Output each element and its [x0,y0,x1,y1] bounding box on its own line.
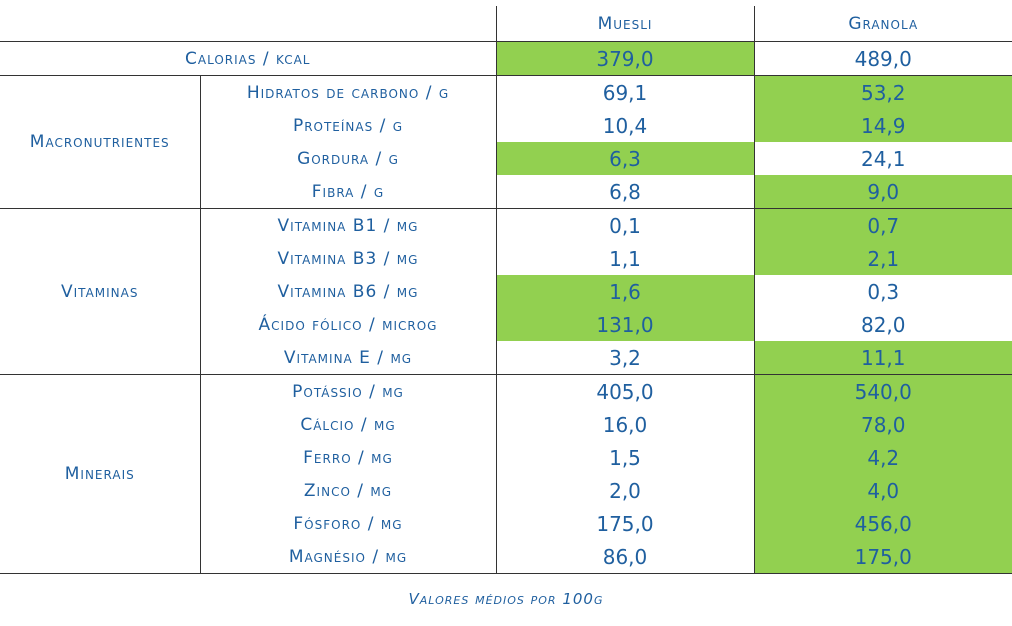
cell-muesli: 1,6 [495,275,754,308]
cell-granola: 175,0 [753,540,1012,574]
row-label: Vitamina B3 / mg [199,242,496,275]
col-header-granola: Granola [753,6,1012,42]
cell-granola: 540,0 [753,374,1012,408]
cell-granola: 0,3 [753,275,1012,308]
group-label-minerais: Minerais [0,374,200,574]
col-header-muesli: Muesli [495,6,754,42]
table-row: Fósforo / mg 175,0 456,0 [0,507,1012,540]
cell-muesli: 0,1 [495,208,754,242]
cell-muesli: 86,0 [495,540,754,574]
row-label: Fósforo / mg [199,507,496,540]
cell-muesli: 69,1 [495,75,754,109]
cell-muesli: 6,8 [495,175,754,209]
row-label: Hidratos de carbono / g [199,75,496,109]
cell-granola: 2,1 [753,242,1012,275]
table-row: Ácido fólico / microg 131,0 82,0 [0,308,1012,341]
row-label: Zinco / mg [199,474,496,507]
row-label: Vitamina E / mg [199,341,496,375]
table-row: Fibra / g 6,8 9,0 [0,175,1012,209]
cell-granola: 14,9 [753,109,1012,142]
cell-muesli: 10,4 [495,109,754,142]
cell-muesli: 131,0 [495,308,754,341]
table-row: Zinco / mg 2,0 4,0 [0,474,1012,507]
table-row: Vitamina B6 / mg 1,6 0,3 [0,275,1012,308]
table-row: Cálcio / mg 16,0 78,0 [0,408,1012,441]
table-row: Macronutrientes Hidratos de carbono / g … [0,75,1012,209]
cell-granola: 82,0 [753,308,1012,341]
cell-granola: 0,7 [753,208,1012,242]
table-row: Gordura / g 6,3 24,1 [0,142,1012,175]
table-row: Vitamina B3 / mg 1,1 2,1 [0,242,1012,275]
cell-muesli: 405,0 [495,374,754,408]
row-label: Calorias / kcal [0,41,496,76]
row-label: Cálcio / mg [199,408,496,441]
nutrition-table: Muesli Granola Calorias / kcal 379,0 489… [0,6,1012,574]
header-row: Muesli Granola [0,6,1012,42]
row-label: Vitamina B6 / mg [199,275,496,308]
cell-muesli: 1,5 [495,441,754,474]
cell-granola: 11,1 [753,341,1012,375]
cell-granola: 24,1 [753,142,1012,175]
row-label: Proteínas / g [199,109,496,142]
table-row: Magnésio / mg 86,0 175,0 [0,540,1012,574]
table-row: Proteínas / g 10,4 14,9 [0,109,1012,142]
table-row: Vitamina E / mg 3,2 11,1 [0,341,1012,375]
cell-granola: 9,0 [753,175,1012,209]
table-row: Ferro / mg 1,5 4,2 [0,441,1012,474]
row-calorias: Calorias / kcal 379,0 489,0 [0,41,1012,76]
table-row: Vitaminas Vitamina B1 / mg 0,1 0,7 [0,208,1012,375]
cell-granola: 489,0 [753,41,1012,76]
cell-muesli: 175,0 [495,507,754,540]
cell-muesli: 379,0 [495,41,754,76]
row-label: Magnésio / mg [199,540,496,574]
row-label: Vitamina B1 / mg [199,208,496,242]
cell-muesli: 3,2 [495,341,754,375]
cell-granola: 78,0 [753,408,1012,441]
cell-muesli: 2,0 [495,474,754,507]
header-empty [0,6,496,42]
row-label: Potássio / mg [199,374,496,408]
cell-muesli: 6,3 [495,142,754,175]
table-row: Minerais Potássio / mg 405,0 540,0 [0,374,1012,574]
cell-granola: 53,2 [753,75,1012,109]
cell-granola: 4,2 [753,441,1012,474]
row-label: Gordura / g [199,142,496,175]
cell-granola: 456,0 [753,507,1012,540]
row-label: Ferro / mg [199,441,496,474]
cell-muesli: 1,1 [495,242,754,275]
row-label: Fibra / g [199,175,496,209]
group-label-vitaminas: Vitaminas [0,208,200,375]
group-label-macronutrientes: Macronutrientes [0,75,200,209]
cell-muesli: 16,0 [495,408,754,441]
table-footnote: Valores médios por 100g [408,590,604,608]
cell-granola: 4,0 [753,474,1012,507]
row-label: Ácido fólico / microg [199,308,496,341]
